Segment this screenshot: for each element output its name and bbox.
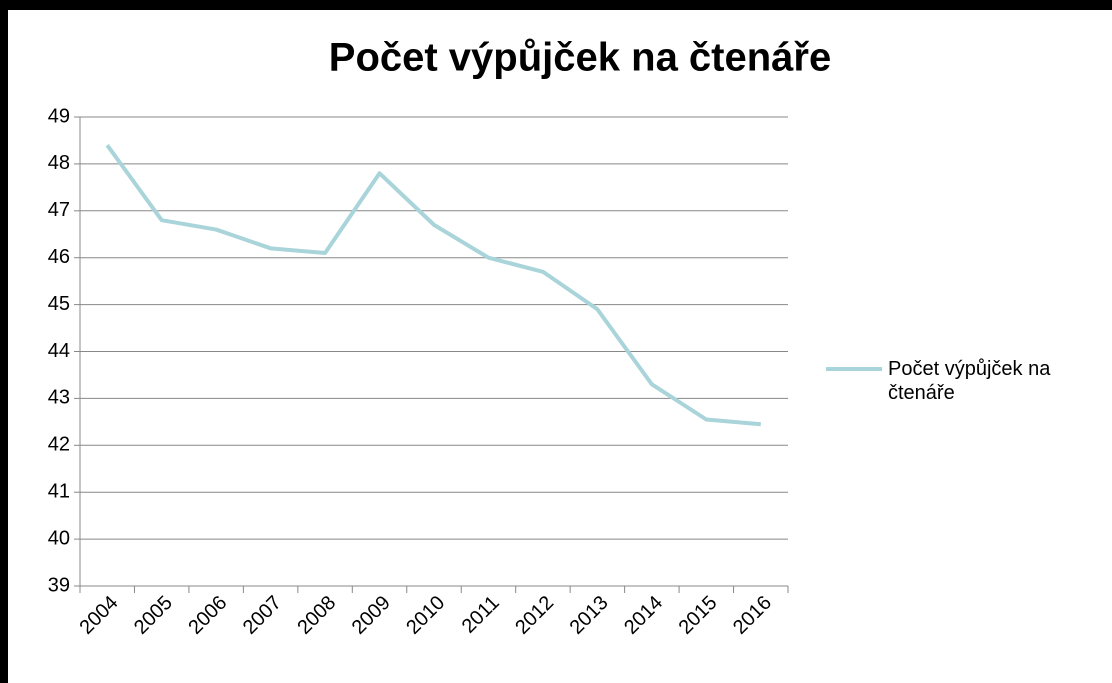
y-tick-label: 44 <box>48 340 70 362</box>
y-tick-label: 49 <box>48 105 70 127</box>
y-tick-label: 47 <box>48 199 70 221</box>
y-tick-label: 46 <box>48 246 70 268</box>
y-tick-label: 45 <box>48 293 70 315</box>
y-tick-label: 39 <box>48 574 70 596</box>
y-tick-label: 40 <box>48 527 70 549</box>
y-tick-label: 42 <box>48 434 70 456</box>
line-series <box>105 143 761 427</box>
chart-title: Počet výpůjček na čtenáře <box>329 36 831 80</box>
background <box>8 10 1112 683</box>
y-tick-label: 41 <box>48 480 70 502</box>
legend-label: Počet výpůjček na čtenáře <box>888 358 1051 404</box>
y-tick-label: 48 <box>48 152 70 174</box>
y-tick-label: 43 <box>48 387 70 409</box>
